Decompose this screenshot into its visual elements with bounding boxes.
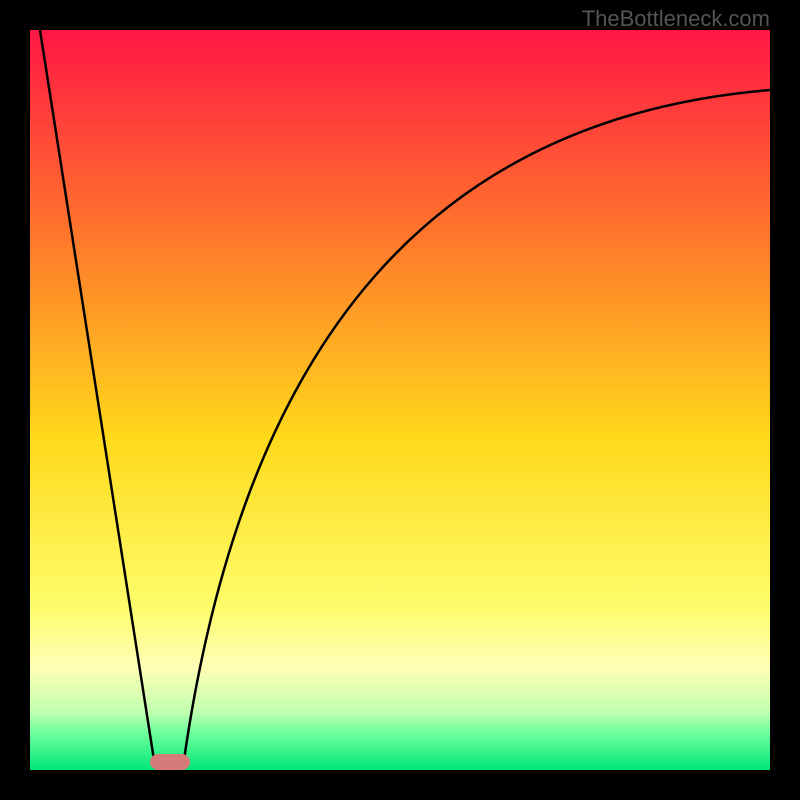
right-rising-curve [184,90,770,760]
plot-area [30,30,770,770]
left-descending-line [40,30,154,760]
optimal-marker [150,754,190,770]
chart-container: TheBottleneck.com [0,0,800,800]
performance-curve [30,30,770,770]
watermark-text: TheBottleneck.com [582,6,770,32]
